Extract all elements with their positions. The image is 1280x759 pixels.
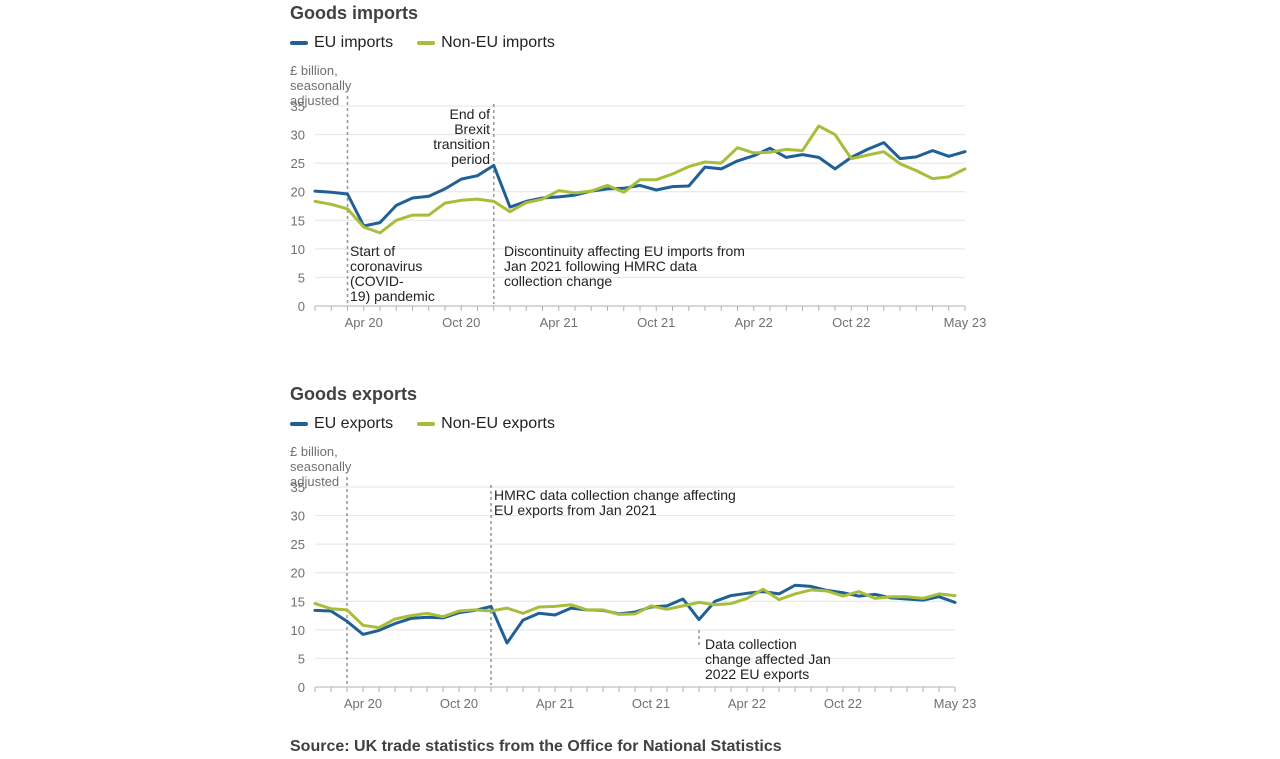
x-tick-label: May 23 — [944, 315, 987, 330]
x-tick-label: Apr 20 — [344, 696, 382, 711]
annotation-text-line: (COVID- — [350, 273, 404, 289]
exports-chart-title: Goods exports — [290, 384, 418, 404]
annotation-text-line: Start of — [350, 243, 395, 259]
exports-legend: EU exports Non-EU exports — [290, 415, 555, 433]
annotation-text-line: HMRC data collection change affecting — [494, 487, 736, 503]
annotation-text: End of Brexit transition period — [433, 106, 490, 167]
annotation-text-line: Jan 2021 following HMRC data — [504, 258, 697, 274]
annotation-text: HMRC data collection change affecting EU … — [494, 487, 736, 518]
annotation-text: Data collection change affected Jan 2022 E… — [705, 636, 831, 682]
x-tick-label: Oct 21 — [637, 315, 675, 330]
y-tick-label: 10 — [291, 623, 305, 638]
legend-label-eu-exports: EU exports — [314, 415, 394, 432]
legend-swatch-non-eu-exports — [417, 422, 436, 426]
legend-item-non-eu-exports: Non-EU exports — [417, 415, 555, 433]
series-line-non-eu-exports — [313, 587, 957, 630]
legend-label-non-eu-imports: Non-EU imports — [441, 34, 555, 51]
legend-item-eu-imports: EU imports — [290, 34, 393, 52]
y-tick-label: 25 — [291, 156, 305, 171]
imports-panel: Goods imports EU imports Non-EU imports — [290, 2, 555, 52]
x-tick-label: Oct 20 — [442, 315, 480, 330]
legend-swatch-eu-imports — [290, 41, 308, 45]
x-tick-label: Oct 21 — [632, 696, 670, 711]
y-tick-label: 35 — [291, 480, 305, 495]
imports-line-chart: 0 5 10 15 20 25 30 35 Apr 20 Oct 20 Apr 21 Oct 21 Ap… — [291, 96, 987, 330]
imports-y-axis-label: £ billion, seasonally adjusted — [290, 63, 352, 108]
y-tick-label: 30 — [291, 128, 305, 143]
imports-legend: EU imports Non-EU imports — [290, 34, 555, 52]
legend-label-non-eu-exports: Non-EU exports — [441, 415, 555, 432]
x-tick-label: Oct 22 — [832, 315, 870, 330]
y-tick-label: 15 — [291, 594, 305, 609]
legend-label-eu-imports: EU imports — [314, 34, 394, 51]
x-tick-label: Apr 22 — [728, 696, 766, 711]
annotation-text-line: 19) pandemic — [350, 288, 435, 304]
annotation-text-line: period — [451, 151, 490, 167]
annotation-text: Start of coronavirus (COVID-19) pandemic — [350, 243, 435, 304]
x-tick-label: Apr 21 — [536, 696, 574, 711]
exports-panel: Goods exports EU exports Non-EU exports — [290, 383, 555, 433]
legend-swatch-non-eu-imports — [417, 41, 436, 45]
y-tick-label: 35 — [291, 99, 305, 114]
y-tick-label: 30 — [291, 509, 305, 524]
y-tick-label: 5 — [298, 651, 305, 666]
imports-chart-title: Goods imports — [290, 3, 419, 23]
y-tick-label: 25 — [291, 537, 305, 552]
y-tick-label: 20 — [291, 185, 305, 200]
annotation-text-line: change affected Jan — [705, 651, 831, 667]
legend-item-eu-exports: EU exports — [290, 415, 393, 433]
y-tick-label: 20 — [291, 566, 305, 581]
annotation-text-line: 2022 EU exports — [705, 666, 809, 682]
annotation-text-line: collection change — [504, 273, 612, 289]
annotation-text-line: Data collection — [705, 636, 797, 652]
annotation-text-line: coronavirus — [350, 258, 422, 274]
x-tick-label: Apr 20 — [345, 315, 383, 330]
x-tick-label: Apr 22 — [735, 315, 773, 330]
x-tick-label: Oct 22 — [824, 696, 862, 711]
y-tick-label: 10 — [291, 242, 305, 257]
y-tick-label: 5 — [298, 270, 305, 285]
y-tick-label: 15 — [291, 213, 305, 228]
series-line-eu-imports — [313, 141, 967, 228]
annotation-text-line: Discontinuity affecting EU imports from — [504, 243, 745, 259]
x-tick-label: Oct 20 — [440, 696, 478, 711]
annotation-text: Discontinuity affecting EU imports from J… — [504, 243, 745, 289]
annotation-text-line: End of — [450, 106, 491, 122]
legend-item-non-eu-imports: Non-EU imports — [417, 34, 555, 52]
legend-swatch-eu-exports — [290, 422, 308, 426]
y-tick-label: 0 — [298, 680, 305, 695]
annotation-text-line: transition — [433, 136, 490, 152]
source-note: Source: UK trade statistics from the Off… — [290, 738, 782, 755]
x-tick-label: Apr 21 — [540, 315, 578, 330]
annotation-text-line: EU exports from Jan 2021 — [494, 502, 657, 518]
annotation-text-line: Brexit — [454, 121, 490, 137]
exports-y-axis-label: £ billion, seasonally adjusted — [290, 444, 352, 489]
x-tick-label: May 23 — [934, 696, 977, 711]
exports-line-chart: 0 5 10 15 20 25 30 35 Apr 20 Oct 20 Apr 21 Oct 21 Ap… — [291, 477, 977, 711]
y-tick-label: 0 — [298, 299, 305, 314]
series-line-non-eu-imports — [313, 124, 967, 235]
